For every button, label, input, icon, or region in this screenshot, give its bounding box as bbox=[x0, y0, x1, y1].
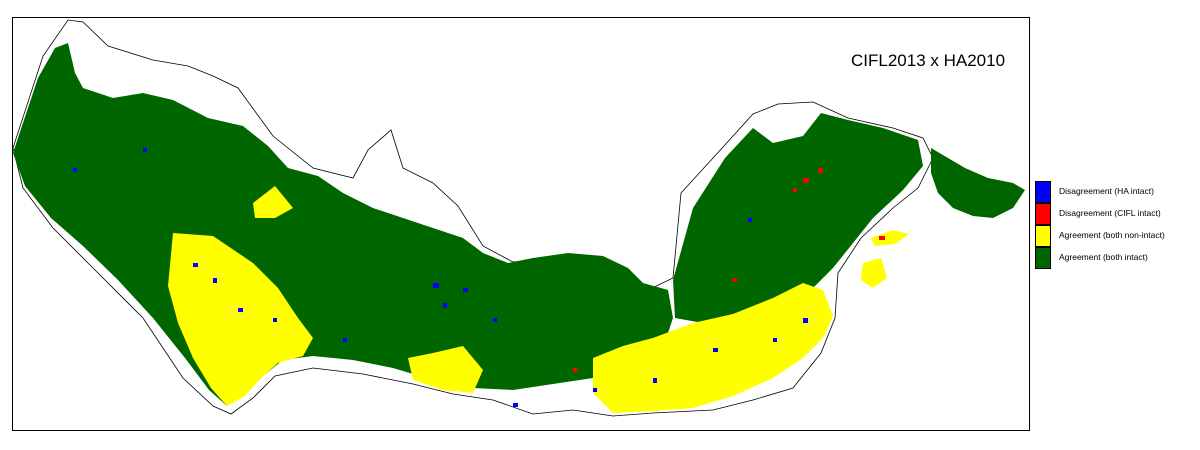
anticosti-island bbox=[871, 230, 909, 246]
eastern-forest bbox=[673, 113, 923, 323]
boreal-agreement-map bbox=[13, 19, 1025, 417]
legend-swatch bbox=[1035, 181, 1051, 203]
legend-swatch bbox=[1035, 225, 1051, 247]
legend-label: Agreement (both intact) bbox=[1059, 252, 1148, 262]
map-title: CIFL2013 x HA2010 bbox=[851, 51, 1006, 70]
legend-swatch bbox=[1035, 247, 1051, 269]
ha-intact-disagreement bbox=[73, 148, 808, 407]
map-panel: CIFL2013 x HA2010 bbox=[12, 17, 1030, 431]
legend-label: Agreement (both non-intact) bbox=[1059, 230, 1165, 240]
gulf-island bbox=[861, 258, 887, 288]
prairie-fringe bbox=[168, 233, 313, 406]
legend-label: Disagreement (HA intact) bbox=[1059, 186, 1154, 196]
cifl-intact-disagreement bbox=[573, 168, 885, 372]
legend-swatch bbox=[1035, 203, 1051, 225]
newfoundland-forest bbox=[931, 148, 1025, 218]
southern-belt bbox=[408, 346, 483, 393]
legend-label: Disagreement (CIFL intact) bbox=[1059, 208, 1161, 218]
northern-clearing bbox=[253, 186, 293, 218]
